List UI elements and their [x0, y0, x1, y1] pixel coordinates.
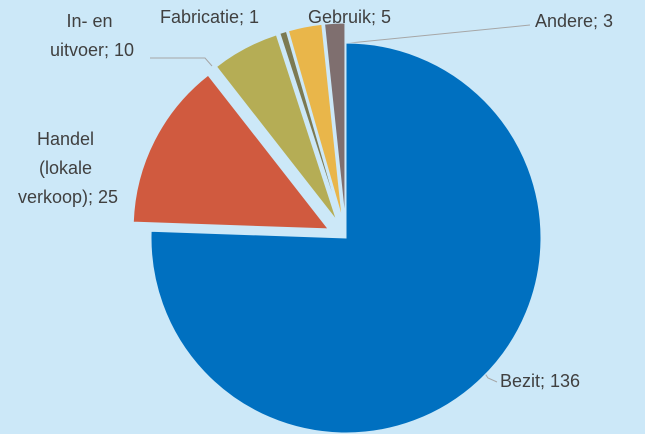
pie-slice [279, 30, 341, 220]
leader-line [339, 24, 531, 45]
data-label: In- en uitvoer; 10 [50, 11, 134, 60]
pie-slice [150, 42, 542, 434]
data-label: Gebruik; 5 [308, 7, 391, 27]
data-label: Bezit; 136 [500, 371, 580, 391]
pie-slice [287, 23, 343, 219]
pie-slice [132, 74, 330, 230]
leader-line [150, 57, 213, 67]
pie-slice [215, 34, 338, 221]
pie-slice [324, 22, 346, 219]
data-label: Andere; 3 [535, 11, 613, 31]
data-label: Fabricatie; 1 [160, 7, 259, 27]
data-label: Handel (lokale verkoop); 25 [18, 129, 118, 207]
